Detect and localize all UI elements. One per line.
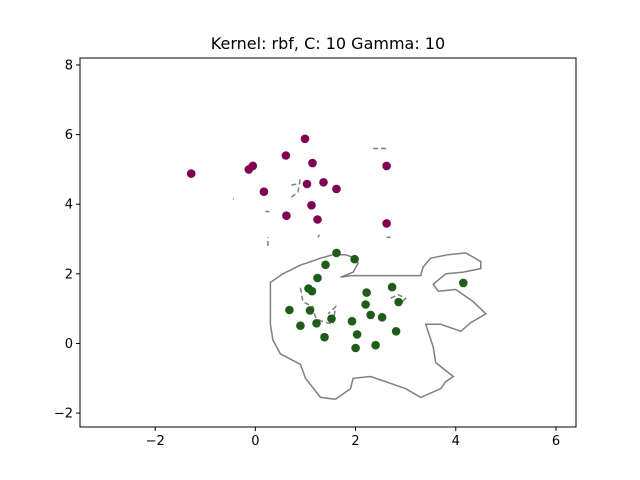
plot-area — [79, 57, 577, 428]
point-class1-14 — [352, 330, 362, 339]
point-class1-1 — [296, 321, 305, 331]
point-class0-11 — [319, 178, 328, 187]
point-class1-5 — [312, 319, 321, 328]
point-class0-2 — [248, 161, 258, 171]
x-tick-label: 0 — [251, 434, 259, 449]
point-class1-12 — [350, 254, 359, 264]
point-class1-13 — [351, 343, 360, 353]
contour-dashed-4 — [291, 182, 301, 186]
x-tick-label: 6 — [552, 434, 560, 449]
point-class0-3 — [259, 187, 269, 196]
point-class1-15 — [361, 300, 370, 309]
contour-dashed-8 — [317, 234, 321, 238]
point-class1-0 — [285, 305, 294, 315]
point-class1-22 — [394, 297, 403, 307]
point-class1-8 — [321, 260, 330, 270]
point-class0-12 — [332, 184, 341, 194]
point-class0-4 — [281, 151, 291, 160]
point-class1-3 — [305, 306, 315, 315]
contour-solid-0 — [269, 252, 488, 400]
point-class0-5 — [282, 211, 291, 220]
contour-dashed-1 — [299, 287, 337, 326]
scatter-points-layer — [186, 134, 468, 353]
point-class1-23 — [459, 278, 468, 288]
point-class0-13 — [382, 161, 391, 171]
x-tick-label: −2 — [146, 434, 165, 449]
axes-frame — [79, 57, 577, 428]
point-class1-11 — [347, 316, 357, 326]
chart-title: Kernel: rbf, C: 10 Gamma: 10 — [211, 34, 445, 53]
x-tick-label: 2 — [351, 434, 359, 449]
x-tick-label: 4 — [452, 434, 460, 449]
point-class1-4 — [307, 286, 317, 296]
point-class1-21 — [391, 327, 401, 336]
point-class0-8 — [307, 201, 316, 210]
x-axis: −2 0 2 4 6 — [146, 427, 560, 449]
y-axis: −2 0 2 4 6 8 — [54, 58, 80, 422]
point-class1-16 — [362, 288, 371, 297]
point-class0-6 — [300, 134, 310, 144]
point-class1-10 — [332, 248, 341, 258]
point-class1-19 — [377, 313, 387, 322]
contour-dashed-6 — [265, 210, 270, 213]
point-class0-9 — [308, 158, 317, 168]
point-class1-20 — [387, 282, 397, 292]
point-class1-7 — [320, 332, 329, 342]
y-tick-label: 2 — [65, 267, 73, 282]
point-class1-18 — [371, 340, 380, 350]
point-class0-7 — [302, 179, 312, 189]
point-class1-17 — [366, 310, 375, 320]
point-class0-10 — [313, 215, 322, 224]
y-tick-label: 8 — [65, 58, 73, 73]
point-class0-14 — [382, 219, 391, 228]
point-class1-6 — [313, 273, 322, 283]
y-tick-label: 0 — [65, 337, 73, 352]
y-tick-label: 6 — [65, 128, 73, 143]
point-class0-0 — [186, 169, 196, 178]
point-class1-9 — [327, 314, 336, 324]
y-tick-label: −2 — [54, 407, 73, 422]
y-tick-label: 4 — [65, 198, 73, 213]
